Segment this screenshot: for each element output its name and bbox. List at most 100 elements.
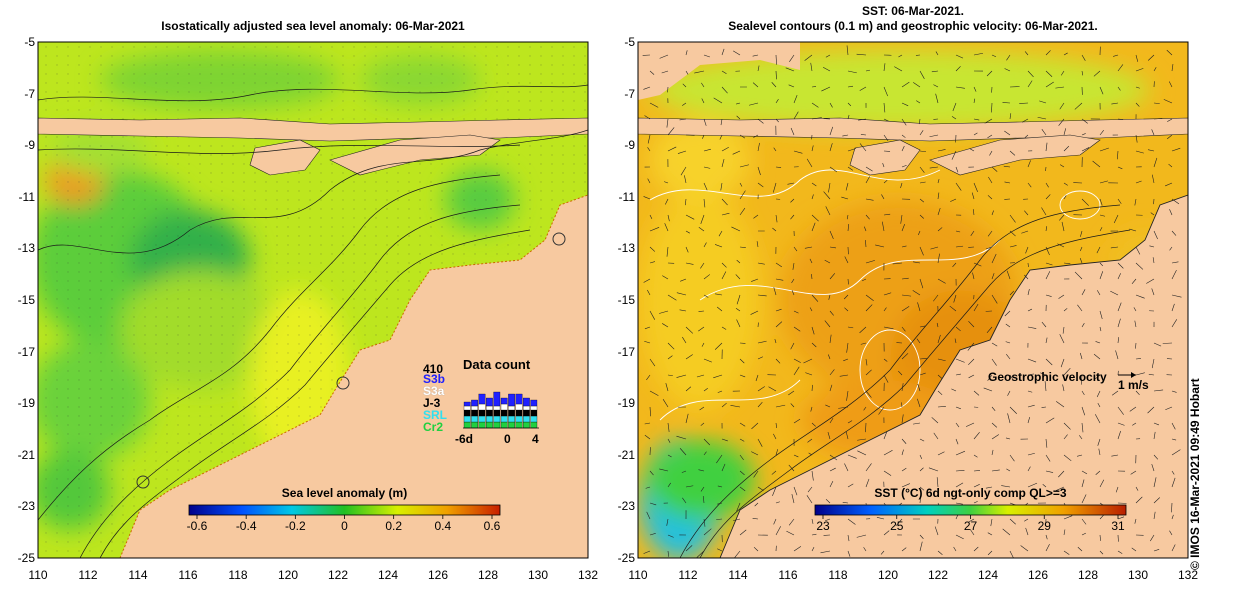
velocity-arrow [811, 326, 815, 335]
velocity-arrow [1110, 290, 1119, 296]
velocity-arrow [883, 63, 886, 72]
velocity-arrow [809, 307, 813, 312]
velocity-arrow [808, 452, 813, 456]
velocity-arrow [1099, 147, 1109, 152]
velocity-arrow [721, 147, 729, 152]
velocity-arrow [968, 374, 975, 379]
velocity-arrow [916, 338, 921, 344]
velocity-arrow [788, 464, 795, 472]
velocity-arrow [1027, 404, 1035, 408]
velocity-arrow [883, 431, 888, 440]
velocity-arrow [1171, 470, 1175, 475]
velocity-arrow [933, 294, 939, 302]
left-lon-tick: 122 [327, 568, 349, 582]
velocity-arrow [865, 390, 872, 398]
velocity-arrow [785, 67, 795, 72]
velocity-arrow [898, 370, 903, 376]
velocity-arrow [1099, 310, 1103, 320]
velocity-arrow [900, 214, 903, 224]
velocity-arrow [883, 292, 892, 296]
velocity-arrow [919, 181, 926, 184]
velocity-arrow [775, 278, 784, 281]
velocity-arrow [757, 402, 763, 408]
sla-colorbar-tick: 0 [341, 519, 348, 533]
velocity-arrow [1171, 64, 1174, 72]
velocity-arrow [662, 323, 669, 328]
velocity-arrow [883, 450, 893, 456]
velocity-arrow [972, 209, 975, 216]
velocity-arrow [1130, 470, 1137, 475]
velocity-arrow [865, 369, 872, 376]
velocity-arrow [1041, 321, 1047, 328]
velocity-arrow [775, 262, 782, 268]
velocity-arrow [865, 478, 870, 488]
velocity-arrow [1063, 262, 1071, 265]
velocity-arrow [804, 54, 813, 61]
velocity-arrow [757, 340, 767, 344]
velocity-arrow [1005, 437, 1011, 440]
velocity-arrow [846, 45, 849, 56]
velocity-arrow [883, 530, 890, 536]
velocity-arrow [685, 50, 688, 56]
velocity-arrow [955, 230, 961, 233]
velocity-arrow [1171, 147, 1181, 152]
velocity-arrow [931, 417, 939, 424]
velocity-arrow [955, 534, 964, 540]
velocity-arrow [822, 66, 831, 72]
velocity-arrow [973, 454, 978, 458]
velocity-arrow [1110, 246, 1119, 249]
velocity-arrow [775, 358, 781, 364]
velocity-arrow [1115, 486, 1119, 493]
left-lat-tick: -17 [17, 344, 35, 359]
velocity-arrow [841, 196, 849, 200]
velocity-arrow [881, 194, 885, 200]
velocity-arrow [1081, 323, 1085, 328]
right-lat-tick: -5 [624, 35, 635, 49]
velocity-arrow [702, 134, 705, 139]
velocity-arrow [1027, 482, 1038, 488]
velocity-arrow [1134, 320, 1137, 328]
velocity-arrow [845, 431, 849, 440]
velocity-arrow [1151, 463, 1155, 472]
velocity-arrow [1055, 486, 1065, 491]
velocity-arrow [1063, 182, 1068, 186]
velocity-arrow [667, 146, 677, 152]
velocity-arrow [667, 438, 671, 443]
data-count-x-tick: 4 [532, 432, 539, 446]
velocity-arrow [736, 259, 741, 264]
right-lat-tick: -25 [617, 551, 635, 565]
velocity-arrow [1151, 288, 1155, 296]
velocity-arrow [825, 206, 831, 216]
velocity-arrow [857, 450, 867, 456]
data-count-bar-segment [486, 409, 493, 417]
velocity-arrow [973, 52, 984, 56]
velocity-arrow [1081, 289, 1086, 296]
velocity-arrow [973, 431, 980, 440]
velocity-arrow [1025, 246, 1029, 254]
velocity-arrow [811, 533, 817, 536]
velocity-arrow [1045, 70, 1053, 77]
velocity-arrow [1009, 290, 1015, 296]
velocity-arrow [865, 198, 874, 201]
velocity-arrow [790, 342, 795, 350]
right-lon-tick: 116 [778, 568, 798, 582]
data-count-bar-segment [508, 409, 515, 417]
velocity-arrow [810, 406, 813, 412]
velocity-arrow [735, 308, 741, 312]
velocity-arrow [919, 372, 926, 376]
velocity-arrow [901, 438, 907, 444]
velocity-arrow [1044, 381, 1047, 392]
velocity-arrow [865, 463, 872, 472]
velocity-arrow [1135, 342, 1137, 349]
velocity-arrow [732, 150, 741, 155]
velocity-arrow [1134, 518, 1137, 524]
velocity-arrow [990, 518, 993, 527]
velocity-arrow [1080, 230, 1083, 237]
velocity-arrow [1129, 228, 1137, 232]
velocity-arrow [1009, 245, 1017, 248]
velocity-arrow [774, 338, 777, 344]
velocity-arrow [973, 132, 978, 136]
velocity-arrow [988, 176, 993, 184]
velocity-arrow [1117, 430, 1121, 440]
velocity-arrow [698, 227, 705, 232]
